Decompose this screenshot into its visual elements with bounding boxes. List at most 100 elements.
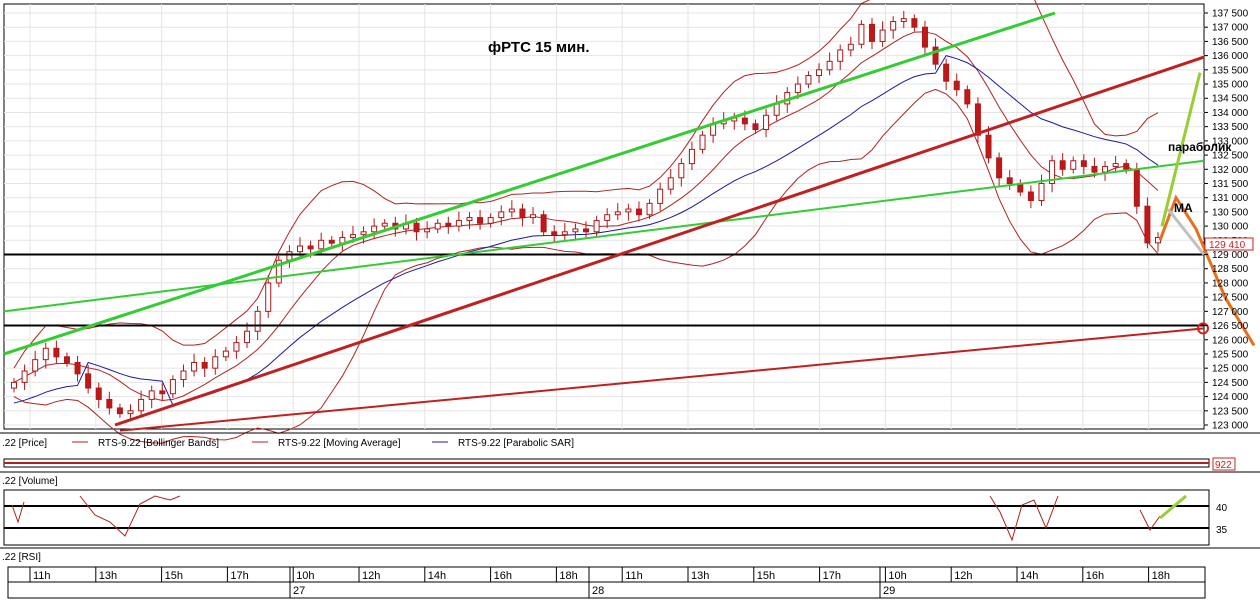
hour-label: 10h <box>888 570 906 582</box>
candle-body <box>974 103 981 136</box>
legend: .22 [Price] RTS-9.22 [Bollinger Bands] RTS… <box>2 438 574 449</box>
candle-body <box>106 398 113 409</box>
hour-label: 17h <box>823 570 841 582</box>
candle-body <box>921 26 928 48</box>
price-tick-label: 132 000 <box>1212 165 1249 176</box>
hour-label: 13h <box>99 570 117 582</box>
candle-body <box>572 228 579 233</box>
price-tick-label: 134 500 <box>1212 94 1249 105</box>
candle-body <box>794 83 801 94</box>
candle-body <box>318 239 325 250</box>
candle-body <box>635 208 642 216</box>
bollinger-upper <box>13 0 1159 369</box>
candle-body <box>169 379 176 395</box>
candle-body <box>741 117 748 125</box>
candle-body <box>964 89 971 105</box>
candle-body <box>604 214 611 221</box>
volume-panel-frame <box>3 489 1210 546</box>
price-tick-label: 124 000 <box>1212 392 1249 403</box>
candle-body <box>85 373 92 389</box>
candle-body <box>996 157 1003 179</box>
candle-body <box>191 361 198 372</box>
candle-body <box>286 251 293 261</box>
price-axis-ticks: 137 500 137 000 136 500 136 000 135 500 135 0… <box>1204 9 1249 432</box>
volume-green-arrow <box>1159 494 1187 520</box>
candle-body <box>646 202 653 216</box>
time-axis: 11h 13h 15h 17h 10h 12h 14h 16h 18h 11h 13h 15h 17h 1… <box>29 567 1170 598</box>
candle-body <box>498 211 505 219</box>
hour-label: 18h <box>559 570 577 582</box>
candle-body <box>519 208 526 219</box>
candle-body <box>63 356 70 363</box>
hour-label: 14h <box>1020 570 1038 582</box>
candle-body <box>212 356 219 369</box>
candle-body <box>42 347 49 361</box>
candle-body <box>530 214 537 219</box>
hour-label: 13h <box>691 570 709 582</box>
candle-body <box>816 69 823 77</box>
price-tick-label: 136 000 <box>1212 51 1249 62</box>
hour-label: 15h <box>757 570 775 582</box>
legend-entry: RTS-9.22 [Bollinger Bands] <box>98 438 219 449</box>
candle-body <box>233 342 240 352</box>
red-trend-steep <box>114 55 1205 427</box>
volume-label: .22 [Volume] <box>2 476 58 487</box>
candle-body <box>593 219 600 233</box>
candle-body <box>1059 160 1066 170</box>
candle-body <box>837 49 844 62</box>
candle-body <box>561 231 568 236</box>
annotation-parabolic: параболик <box>1168 140 1232 154</box>
candle-body <box>371 225 378 233</box>
volume-curve-3 <box>989 495 1059 542</box>
price-tick-label: 133 500 <box>1212 122 1249 133</box>
candle-body <box>1080 160 1087 167</box>
hour-label: 14h <box>428 570 446 582</box>
candle-body <box>74 361 81 375</box>
price-tick-label: 126 500 <box>1212 321 1249 332</box>
candle-body <box>381 222 388 227</box>
green-trend-upper <box>3 11 1056 356</box>
target-circle <box>1197 322 1209 335</box>
candle-body <box>858 23 865 45</box>
candle-body <box>667 177 674 190</box>
chart-title: фРТС 15 мин. <box>488 39 590 56</box>
candle-body <box>540 214 547 233</box>
candle-body <box>424 228 431 233</box>
hour-label: 15h <box>165 570 183 582</box>
candle-body <box>1006 177 1013 184</box>
candle-body <box>127 410 134 415</box>
candle-body <box>116 407 123 415</box>
candle-body <box>1027 191 1034 202</box>
candle-body <box>805 75 812 85</box>
volume-curve-2 <box>79 495 181 537</box>
candle-body <box>943 63 950 82</box>
hour-label: 17h <box>230 570 248 582</box>
candle-body <box>688 148 695 165</box>
price-tick-label: 131 000 <box>1212 193 1249 204</box>
candle-body <box>773 103 780 116</box>
candle-body <box>349 234 356 238</box>
candle-body <box>614 211 621 216</box>
candle-body <box>1133 168 1140 207</box>
candle-body <box>328 239 335 244</box>
candle-body <box>434 222 441 230</box>
candle-body <box>583 228 589 233</box>
hour-label: 12h <box>362 570 380 582</box>
candle-body <box>360 231 367 236</box>
green-forecast-arrow <box>1160 72 1202 227</box>
price-tick-label: 128 000 <box>1212 278 1249 289</box>
candle-body <box>445 222 452 227</box>
candle-body <box>551 231 558 236</box>
candle-body <box>953 80 960 91</box>
candle-body <box>53 347 60 358</box>
candle-body <box>1102 165 1109 173</box>
volume-curve-4 <box>1139 509 1161 531</box>
panel2-value: 922 <box>1215 460 1232 471</box>
candle-body <box>180 370 187 381</box>
price-tick-label: 123 500 <box>1212 406 1249 417</box>
price-tick-label: 130 500 <box>1212 207 1249 218</box>
candle-body <box>265 282 272 312</box>
candle-body <box>487 217 494 224</box>
price-tick-label: 125 000 <box>1212 364 1249 375</box>
last-price-value: 129 410 <box>1209 240 1246 251</box>
